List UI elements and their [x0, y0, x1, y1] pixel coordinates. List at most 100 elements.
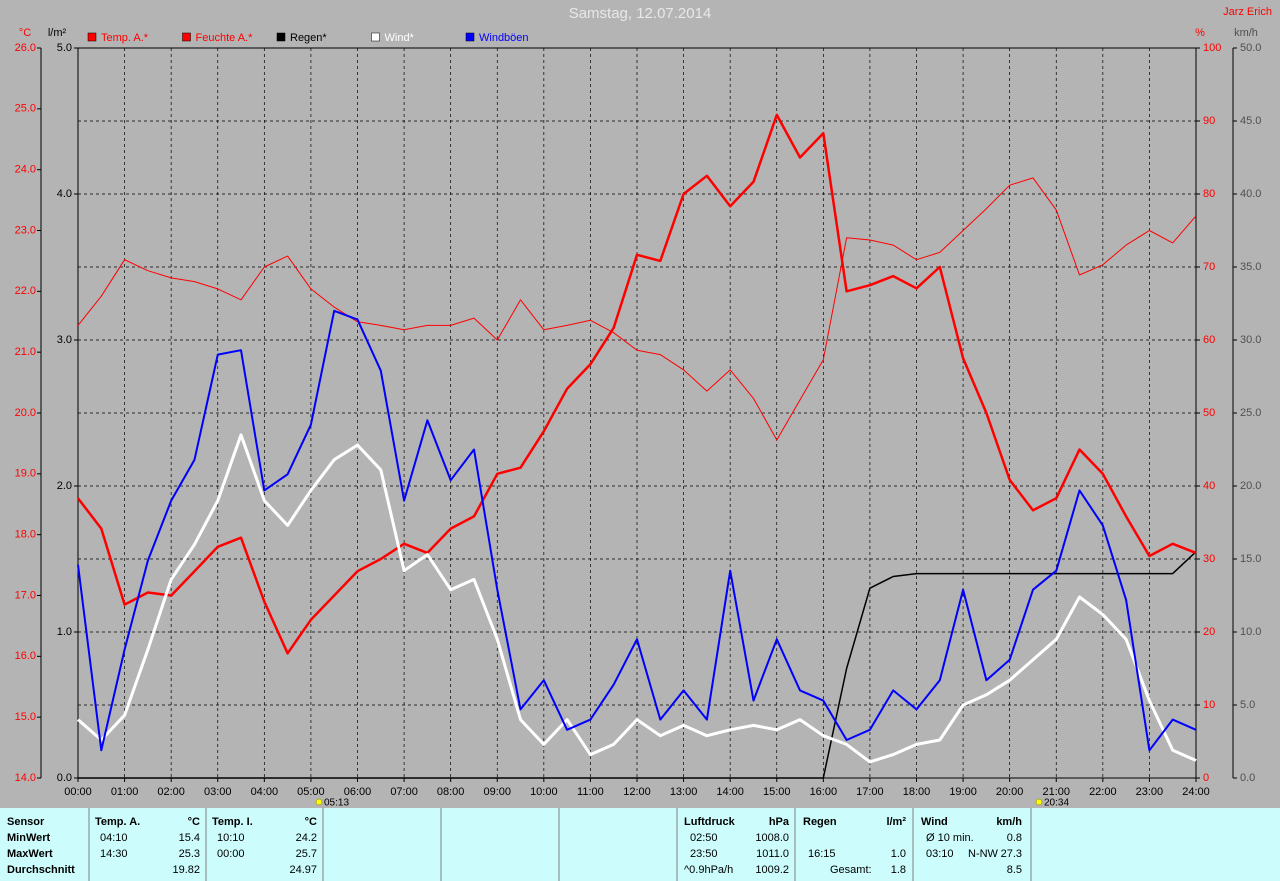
series-line — [78, 551, 1197, 779]
y-tick-label: 5.0 — [1240, 699, 1255, 711]
legend-swatch — [276, 32, 286, 42]
x-tick-label: 09:00 — [483, 786, 511, 798]
y-tick-label: 45.0 — [1240, 115, 1261, 127]
row-label: MinWert — [7, 832, 51, 844]
table-header: Sensor — [7, 816, 45, 828]
table-header: l/m² — [886, 816, 906, 828]
y-tick-label: 0.0 — [57, 772, 72, 784]
table-cell: 0.8 — [1007, 832, 1022, 844]
y-axis-unit: km/h — [1234, 27, 1258, 39]
legend-label: Feuchte A.* — [196, 32, 254, 44]
x-tick-label: 07:00 — [390, 786, 418, 798]
y-tick-label: 10.0 — [1240, 626, 1261, 638]
table-cell: 1011.0 — [756, 848, 789, 860]
x-tick-label: 12:00 — [623, 786, 651, 798]
table-cell: 8.5 — [1007, 864, 1022, 876]
x-tick-label: 18:00 — [903, 786, 931, 798]
y-tick-label: 24.0 — [15, 164, 36, 176]
legend-label: Windböen — [479, 32, 529, 44]
legend-swatch — [87, 32, 97, 42]
x-tick-label: 15:00 — [763, 786, 791, 798]
y-tick-label: 22.0 — [15, 285, 36, 297]
table-cell: Gesamt: — [830, 864, 872, 876]
table-cell: 25.7 — [296, 848, 317, 860]
series-line — [77, 113, 1197, 655]
table-cell: 10:10 — [217, 832, 245, 844]
table-cell: 04:10 — [100, 832, 128, 844]
x-tick-label: 10:00 — [530, 786, 558, 798]
legend-label: Wind* — [385, 32, 415, 44]
y-tick-label: 20.0 — [15, 407, 36, 419]
y-tick-label: 15.0 — [1240, 553, 1261, 565]
y-tick-label: 19.0 — [15, 468, 36, 480]
table-cell: 25.3 — [179, 848, 200, 860]
table-background — [0, 808, 1280, 881]
x-tick-label: 08:00 — [437, 786, 465, 798]
y-tick-label: 17.0 — [15, 589, 36, 601]
y-tick-label: 14.0 — [15, 772, 36, 784]
x-tick-label: 21:00 — [1042, 786, 1070, 798]
sun-icon — [1035, 798, 1043, 806]
table-cell: 15.4 — [179, 832, 200, 844]
y-tick-label: 100 — [1203, 42, 1221, 54]
x-tick-label: 19:00 — [949, 786, 977, 798]
table-cell: 16:15 — [808, 848, 836, 860]
series-line — [77, 309, 1197, 752]
table-header: Luftdruck — [684, 816, 736, 828]
table-header: Wind — [921, 816, 948, 828]
y-tick-label: 23.0 — [15, 224, 36, 236]
y-tick-label: 2.0 — [57, 480, 72, 492]
table-header: °C — [188, 816, 200, 828]
table-cell: 1.0 — [891, 848, 906, 860]
table-cell: 03:10 — [926, 848, 954, 860]
sun-icon — [315, 798, 323, 806]
y-tick-label: 20 — [1203, 626, 1215, 638]
y-tick-label: 90 — [1203, 115, 1215, 127]
y-tick-label: 20.0 — [1240, 480, 1261, 492]
table-cell: 23:50 — [690, 848, 718, 860]
table-header: °C — [305, 816, 317, 828]
table-cell: 02:50 — [690, 832, 718, 844]
y-tick-label: 16.0 — [15, 650, 36, 662]
y-tick-label: 25.0 — [1240, 407, 1261, 419]
y-tick-label: 50 — [1203, 407, 1215, 419]
legend-label: Temp. A.* — [101, 32, 149, 44]
y-axis-unit: % — [1195, 27, 1205, 39]
y-tick-label: 35.0 — [1240, 261, 1261, 273]
y-tick-label: 25.0 — [15, 103, 36, 115]
x-tick-label: 22:00 — [1089, 786, 1117, 798]
table-cell: 27.3 — [1001, 848, 1022, 860]
y-tick-label: 10 — [1203, 699, 1215, 711]
chart-title: Samstag, 12.07.2014 — [569, 5, 712, 22]
x-tick-label: 06:00 — [344, 786, 372, 798]
row-label: Durchschnitt — [7, 864, 75, 876]
y-tick-label: 0.0 — [1240, 772, 1255, 784]
x-tick-label: 00:00 — [64, 786, 92, 798]
table-cell: 00:00 — [217, 848, 245, 860]
x-tick-label: 23:00 — [1136, 786, 1164, 798]
y-tick-label: 4.0 — [57, 188, 72, 200]
series-line — [77, 177, 1197, 441]
y-tick-label: 70 — [1203, 261, 1215, 273]
y-axis-unit: l/m² — [48, 27, 67, 39]
table-cell: N-NW — [968, 848, 999, 860]
y-tick-label: 80 — [1203, 188, 1215, 200]
x-tick-label: 13:00 — [670, 786, 698, 798]
sun-time: 20:34 — [1044, 798, 1069, 809]
x-tick-label: 11:00 — [577, 786, 604, 798]
y-tick-label: 18.0 — [15, 529, 36, 541]
x-tick-label: 04:00 — [251, 786, 279, 798]
x-tick-label: 14:00 — [716, 786, 744, 798]
y-tick-label: 1.0 — [57, 626, 72, 638]
y-tick-label: 26.0 — [15, 42, 36, 54]
x-tick-label: 24:00 — [1182, 786, 1210, 798]
table-header: km/h — [996, 816, 1022, 828]
series-line — [77, 433, 1197, 764]
table-cell: 1.8 — [891, 864, 906, 876]
y-tick-label: 15.0 — [15, 711, 36, 723]
x-tick-label: 20:00 — [996, 786, 1024, 798]
y-axis-unit: °C — [19, 27, 31, 39]
row-label: MaxWert — [7, 848, 53, 860]
